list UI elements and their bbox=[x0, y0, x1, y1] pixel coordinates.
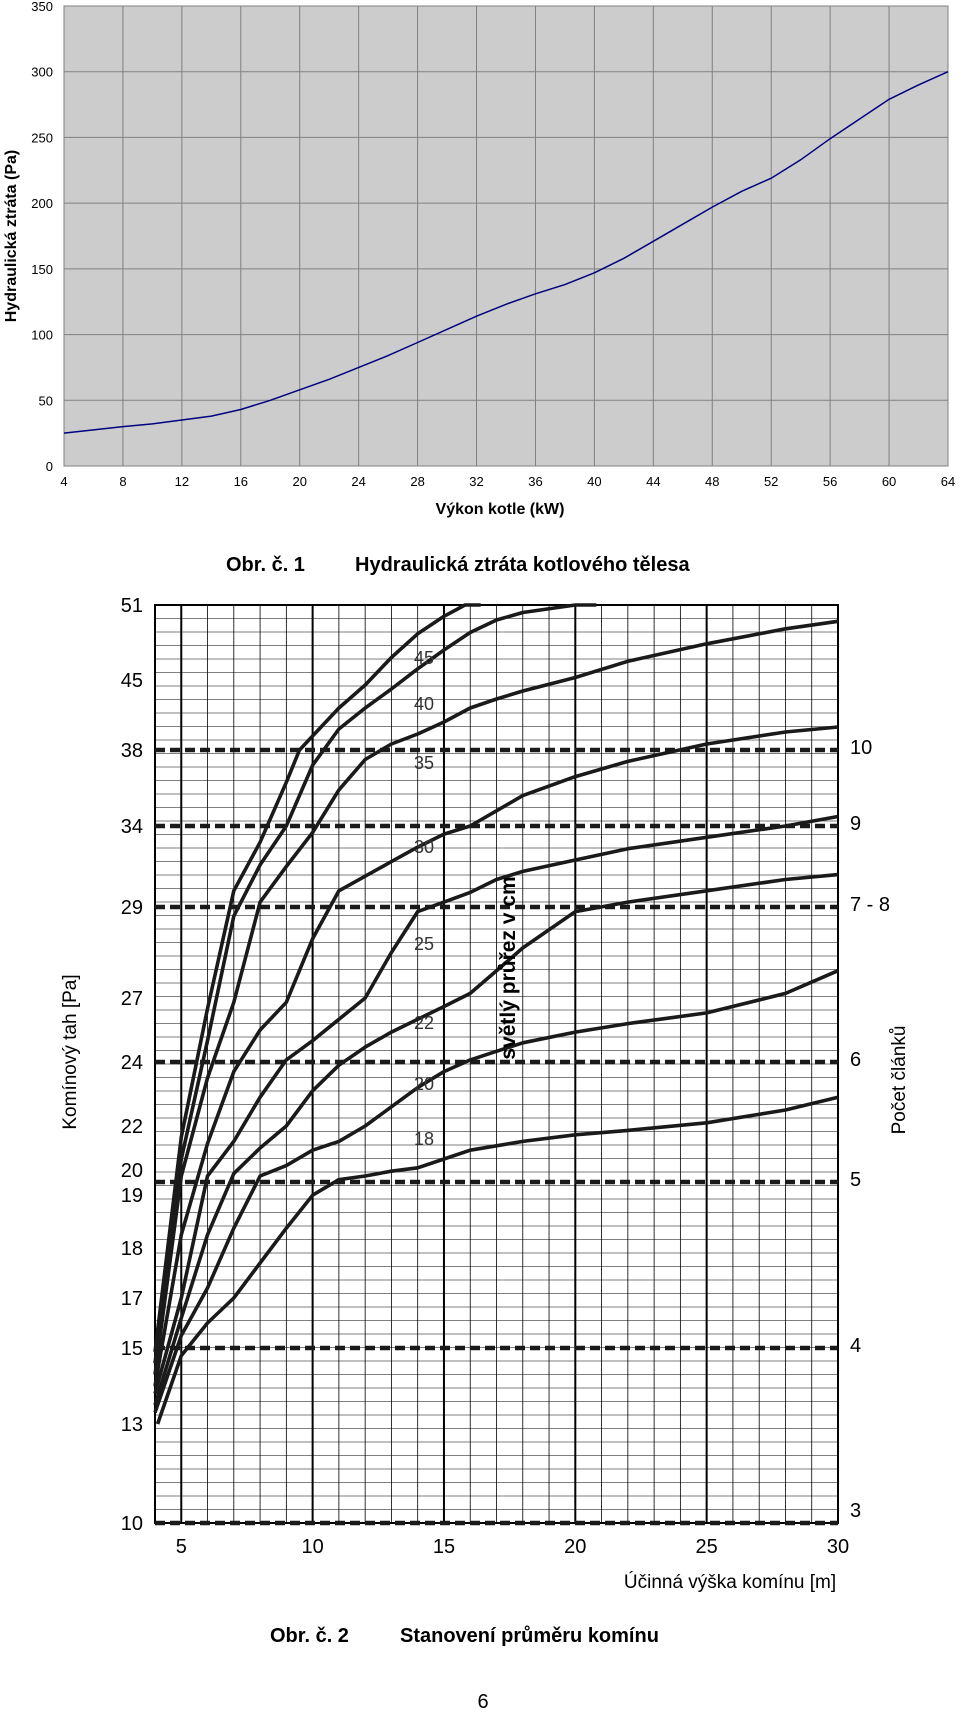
chart-2-y-axis-label-right: Počet článků bbox=[889, 1026, 910, 1135]
chart-1-x-tick-label: 28 bbox=[410, 474, 424, 489]
chart-1-y-tick-label: 100 bbox=[31, 328, 53, 343]
chart-2-caption-text: Stanovení průměru komínu bbox=[400, 1625, 659, 1647]
chart-2-y-tick-label: 22 bbox=[121, 1116, 143, 1138]
chart-2-curve-45 bbox=[153, 603, 481, 1353]
chart-1-y-tick-label: 350 bbox=[31, 0, 53, 14]
chart-2-y-tick-label: 51 bbox=[121, 595, 143, 617]
chart-1-y-tick-label: 0 bbox=[46, 459, 53, 474]
chart-2-series-label-40: 40 bbox=[414, 694, 434, 714]
chart-1-x-tick-label: 40 bbox=[587, 474, 601, 489]
chart-1-plot-area bbox=[63, 5, 949, 467]
chart-1-x-tick-label: 32 bbox=[469, 474, 483, 489]
chart-2-series-labels: 18 20 22 25 30 35 40 45 bbox=[414, 648, 434, 1149]
chart-2-series-curves bbox=[153, 603, 839, 1425]
chart-2-x-tick-label: 15 bbox=[433, 1536, 455, 1558]
chart-1-x-tick-label: 20 bbox=[292, 474, 306, 489]
chart-2-series-label-18: 18 bbox=[414, 1129, 434, 1149]
chart-2-y-tick-label: 45 bbox=[121, 670, 143, 692]
chart-1-caption-number: Obr. č. 1 bbox=[226, 554, 305, 576]
chart-1-x-tick-label: 36 bbox=[528, 474, 542, 489]
chart-1-x-tick-label: 64 bbox=[941, 474, 955, 489]
chart-1-x-tick-labels: 4 8 12 16 20 24 28 32 36 40 44 48 52 56 60 64 bbox=[60, 474, 955, 489]
chart-1-x-tick-label: 4 bbox=[60, 474, 67, 489]
chart-2-y-tick-label: 29 bbox=[121, 897, 143, 919]
chart-2-threshold-label: 5 bbox=[850, 1169, 861, 1191]
chart-2-x-tick-label: 30 bbox=[827, 1536, 849, 1558]
chart-2-curve-18 bbox=[155, 1095, 839, 1425]
chart-2-series-label-22: 22 bbox=[414, 1013, 434, 1033]
chart-1-x-tick-label: 60 bbox=[882, 474, 896, 489]
chart-2-x-tick-labels: 5 10 15 20 25 30 bbox=[176, 1536, 849, 1558]
chart-2-y-tick-label: 10 bbox=[121, 1513, 143, 1535]
chart-2-series-label-20: 20 bbox=[414, 1074, 434, 1094]
chart-2-series-annotation: světlý průřez v cm bbox=[497, 876, 520, 1059]
chart-2: 5 10 15 20 25 30 1013151718192022242729343845… bbox=[60, 595, 910, 1647]
chart-2-x-tick-label: 20 bbox=[564, 1536, 586, 1558]
chart-2-y-tick-label: 34 bbox=[121, 816, 143, 838]
chart-2-threshold-label: 7 - 8 bbox=[850, 894, 890, 916]
chart-2-grid bbox=[154, 604, 839, 1524]
chart-2-curve-30 bbox=[153, 725, 839, 1387]
chart-1-x-tick-label: 52 bbox=[764, 474, 778, 489]
chart-1-x-tick-label: 16 bbox=[234, 474, 248, 489]
chart-2-x-tick-label: 25 bbox=[696, 1536, 718, 1558]
chart-2-threshold-labels: 10 9 7 - 8 6 5 4 3 bbox=[850, 737, 890, 1522]
chart-1-y-tick-label: 50 bbox=[39, 393, 53, 408]
chart-1-x-tick-label: 8 bbox=[119, 474, 126, 489]
chart-2-threshold-label: 9 bbox=[850, 813, 861, 835]
chart-1: 4 8 12 16 20 24 28 32 36 40 44 48 52 56 60 64 050100150… bbox=[3, 0, 955, 576]
chart-2-y-tick-label: 17 bbox=[121, 1288, 143, 1310]
chart-1-grid bbox=[63, 5, 949, 467]
chart-2-y-tick-label: 24 bbox=[121, 1052, 143, 1074]
chart-1-caption-text: Hydraulická ztráta kotlového tělesa bbox=[355, 554, 690, 576]
chart-2-series-label-35: 35 bbox=[414, 753, 434, 773]
chart-1-x-tick-label: 12 bbox=[175, 474, 189, 489]
chart-1-x-tick-label: 48 bbox=[705, 474, 719, 489]
chart-2-y-tick-label: 18 bbox=[121, 1238, 143, 1260]
chart-2-curve-25 bbox=[153, 814, 839, 1395]
chart-1-y-tick-label: 250 bbox=[31, 130, 53, 145]
chart-1-series-line bbox=[63, 71, 949, 434]
chart-2-curve-40 bbox=[153, 603, 597, 1364]
chart-2-x-axis-label: Účinná výška komínu [m] bbox=[624, 1571, 836, 1593]
chart-2-curve-20 bbox=[153, 969, 839, 1414]
chart-2-y-tick-labels: 10 13 15 17 18 19 20 22 24 27 29 34 38 45 51 bbox=[121, 595, 143, 1535]
chart-2-series-label-45: 45 bbox=[414, 648, 434, 668]
chart-1-x-tick-label: 56 bbox=[823, 474, 837, 489]
chart-2-curve-35 bbox=[153, 619, 839, 1375]
chart-2-y-tick-label: 19 bbox=[121, 1185, 143, 1207]
chart-2-curve-22 bbox=[153, 872, 839, 1406]
chart-2-y-tick-label: 27 bbox=[121, 988, 143, 1010]
chart-1-x-axis-label: Výkon kotle (kW) bbox=[436, 501, 565, 518]
chart-1-x-tick-label: 24 bbox=[351, 474, 365, 489]
chart-2-x-tick-label: 5 bbox=[176, 1536, 187, 1558]
chart-2-y-tick-label: 15 bbox=[121, 1338, 143, 1360]
chart-2-caption-number: Obr. č. 2 bbox=[270, 1625, 349, 1647]
chart-1-y-tick-labels: 0 50 100 150 200 250 300 350 bbox=[31, 0, 53, 474]
chart-2-threshold-label: 6 bbox=[850, 1049, 861, 1071]
chart-2-threshold-label: 3 bbox=[850, 1500, 861, 1522]
chart-2-series-label-25: 25 bbox=[414, 934, 434, 954]
chart-1-y-tick-label: 300 bbox=[31, 65, 53, 80]
chart-1-y-tick-label: 150 bbox=[31, 262, 53, 277]
chart-2-y-tick-label: 13 bbox=[121, 1414, 143, 1436]
chart-2-series-label-30: 30 bbox=[414, 837, 434, 857]
chart-1-y-tick-label: 200 bbox=[31, 196, 53, 211]
chart-2-y-tick-label: 20 bbox=[121, 1160, 143, 1182]
chart-2-threshold-label: 10 bbox=[850, 737, 872, 759]
page-number: 6 bbox=[477, 1691, 488, 1713]
chart-1-x-tick-label: 44 bbox=[646, 474, 660, 489]
chart-1-y-axis-label: Hydraulická ztráta (Pa) bbox=[3, 150, 20, 323]
chart-2-threshold-label: 4 bbox=[850, 1335, 861, 1357]
chart-2-y-tick-label: 38 bbox=[121, 740, 143, 762]
chart-2-y-axis-label: Komínový tah [Pa] bbox=[60, 974, 81, 1129]
chart-2-x-tick-label: 10 bbox=[301, 1536, 323, 1558]
